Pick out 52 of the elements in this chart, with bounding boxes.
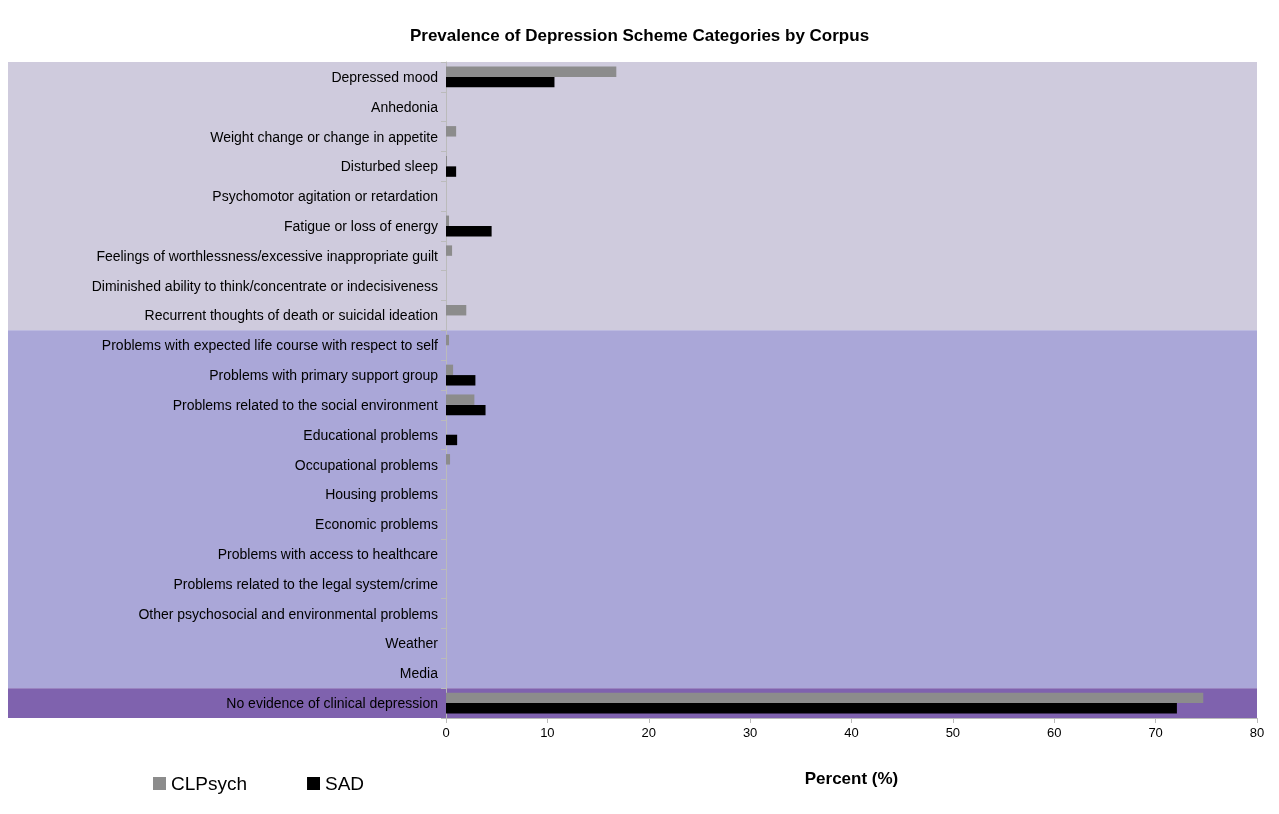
bar [446,215,450,226]
bar [446,166,457,177]
chart-title: Prevalence of Depression Scheme Categories by Corpus [409,26,870,45]
bar [446,126,457,137]
y-tick-label: Disturbed sleep [340,158,439,175]
x-tick-label: 40 [844,725,859,740]
y-tick-label: Feelings of worthlessness/excessive inappropriate guilt [96,247,439,264]
bar [446,394,475,405]
bar [446,334,450,346]
bar [446,454,451,465]
bar [446,76,555,88]
y-tick-label: Problems related to the legal system/crime [173,575,439,592]
x-tick-label: 80 [1249,725,1265,740]
x-axis-title: Percent (%) [804,769,899,788]
y-tick-label: Diminished ability to think/concentrate or indecisiveness [91,277,438,294]
bar [446,66,617,77]
y-tick-label: Fatigue or loss of energy [283,218,438,234]
y-tick-label: Weight change or change in appetite [210,128,439,145]
y-tick-label: No evidence of clinical depression [226,695,438,712]
y-tick-label: Problems with primary support group [209,367,439,384]
y-tick-label: Weather [385,635,439,652]
bar [446,305,467,316]
bar [446,692,1204,704]
y-tick-label: Economic problems [315,516,438,533]
y-tick-label: Problems with access to healthcare [217,546,439,562]
y-tick-label: Problems related to the social environment [172,396,439,413]
bar [446,404,486,416]
bar [446,703,1177,714]
bar [446,245,453,256]
y-tick-label: Other psychosocial and environmental problems [138,605,438,622]
x-tick-label: 30 [742,725,758,740]
x-tick-label: 50 [945,725,961,740]
x-tick-label: 20 [641,725,656,740]
bar [446,434,458,446]
bar [446,364,454,376]
x-tick-label: 60 [1047,725,1062,740]
y-tick-label: Depressed mood [331,68,438,85]
y-tick-label: Occupational problems [294,456,438,473]
x-tick-label: 10 [540,725,555,740]
x-tick-label: 0 [442,725,450,740]
y-tick-label: Educational problems [303,426,438,443]
y-tick-label: Psychomotor agitation or retardation [212,188,438,205]
legend-label: CLPsych [171,773,248,794]
y-tick-label: Anhedonia [371,98,439,115]
x-tick-label: 70 [1148,725,1163,740]
bar [446,226,492,237]
bar [446,375,476,386]
y-tick-label: Problems with expected life course with respect to self [101,337,439,354]
y-tick-label: Recurrent thoughts of death or suicidal ideation [144,307,438,324]
y-tick-label: Media [399,665,439,682]
legend-label: SAD [325,773,365,794]
y-tick-label: Housing problems [325,486,438,503]
